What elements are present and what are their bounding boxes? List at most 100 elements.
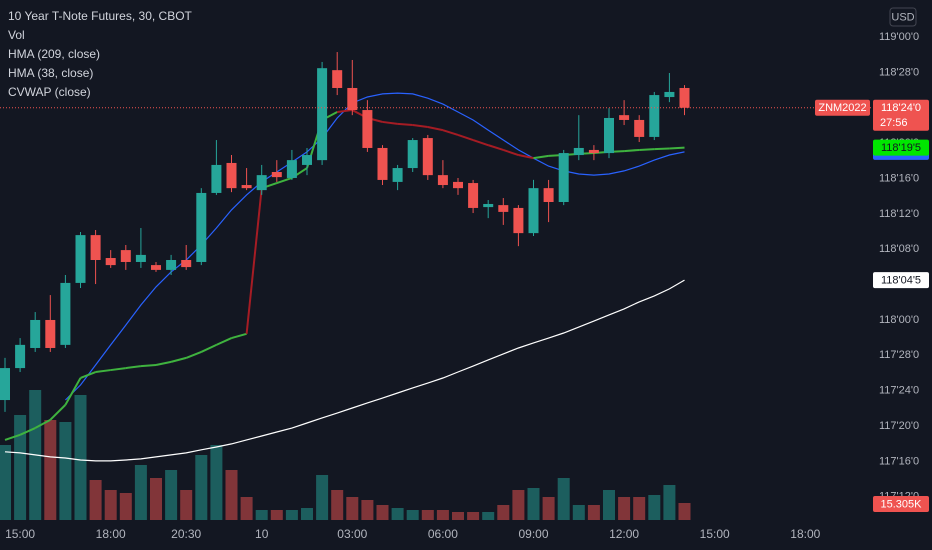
volume-bar bbox=[512, 490, 525, 520]
indicator-segment bbox=[669, 146, 685, 150]
volume-bar bbox=[14, 415, 27, 520]
y-tick-label: 117'24'0 bbox=[879, 385, 919, 397]
volume-bar bbox=[255, 510, 268, 520]
indicator-badge bbox=[873, 139, 929, 156]
volume-bar bbox=[225, 470, 238, 520]
y-tick-label: 118'08'0 bbox=[879, 243, 919, 255]
currency: USD bbox=[891, 11, 914, 23]
volume-bar bbox=[482, 512, 495, 520]
indicator-segment bbox=[34, 418, 51, 429]
indicator-segment bbox=[654, 147, 670, 151]
indicator-segment bbox=[533, 154, 549, 160]
candle-body bbox=[679, 87, 690, 108]
candle-body bbox=[30, 319, 41, 348]
volume-bar bbox=[633, 497, 646, 520]
indicator-segment bbox=[200, 343, 217, 353]
volume-bar bbox=[331, 490, 344, 520]
countdown: 27:56 bbox=[880, 117, 908, 129]
candle-body bbox=[241, 185, 252, 189]
close-badge bbox=[873, 99, 929, 131]
volume-bar bbox=[361, 500, 374, 520]
currency-box[interactable] bbox=[889, 7, 917, 27]
indicator-segment bbox=[412, 124, 428, 129]
candle-body bbox=[407, 140, 418, 169]
indicator-segment bbox=[49, 404, 67, 421]
y-tick-label: 118'00'0 bbox=[879, 314, 919, 326]
x-tick-label: 18:00 bbox=[96, 527, 126, 541]
candle-body bbox=[619, 115, 630, 120]
volume-bar bbox=[180, 490, 193, 520]
volume-bar bbox=[134, 465, 147, 520]
indicator-segment bbox=[487, 144, 504, 151]
legend: 10 Year T-Note Futures, 30, CBOT Vol HMA… bbox=[8, 9, 193, 99]
volume-bar bbox=[44, 420, 57, 520]
candle-body bbox=[332, 70, 343, 88]
legend-entry: HMA (38, close) bbox=[8, 66, 93, 80]
x-tick-label: 10 bbox=[255, 527, 269, 541]
volume-bar bbox=[618, 497, 631, 520]
volume-bar bbox=[587, 505, 600, 520]
indicator-segment bbox=[276, 177, 293, 184]
candle-body bbox=[166, 260, 177, 270]
volume-bar bbox=[406, 510, 419, 520]
volume-bar bbox=[391, 508, 404, 520]
x-tick-label: 15:00 bbox=[700, 527, 730, 541]
volume-bar bbox=[527, 488, 540, 520]
candle-body bbox=[211, 164, 222, 193]
indicator-segment bbox=[19, 427, 36, 436]
candle-body bbox=[181, 260, 192, 268]
candle-body bbox=[15, 344, 26, 369]
candle-body bbox=[135, 254, 146, 262]
indicator-segment bbox=[215, 337, 232, 346]
indicator-segment bbox=[639, 148, 655, 151]
candle-body bbox=[392, 168, 403, 182]
volume-bar bbox=[301, 508, 313, 520]
volume-bar bbox=[452, 512, 464, 520]
legend-entry: CVWAP (close) bbox=[8, 85, 91, 99]
indicator-segment bbox=[442, 129, 459, 136]
volume-bar bbox=[240, 497, 253, 520]
candle-body bbox=[588, 149, 599, 154]
legend-entry: Vol bbox=[8, 28, 25, 42]
volume-bar bbox=[270, 510, 283, 520]
candle-body bbox=[317, 68, 328, 161]
candle-body bbox=[422, 138, 433, 176]
price-badges: 15.305K118'04'5118'19'0118'19'5118'24'02… bbox=[0, 99, 929, 512]
volume-bar bbox=[210, 445, 223, 520]
candle-body bbox=[226, 162, 237, 189]
indicator-segment bbox=[382, 120, 398, 125]
candle-body bbox=[498, 205, 509, 212]
indicator-segment bbox=[397, 122, 413, 127]
indicator-segment bbox=[624, 148, 640, 153]
indicator-line bbox=[64, 92, 685, 401]
candle-body bbox=[0, 368, 10, 401]
candle-body bbox=[453, 181, 463, 189]
indicator-segment bbox=[337, 109, 353, 114]
volume-badge bbox=[873, 495, 929, 512]
close-badge-text: 118'24'0 bbox=[881, 102, 921, 114]
indicator-segment bbox=[64, 377, 82, 406]
y-tick-label: 119'00'0 bbox=[879, 31, 919, 43]
candle-body bbox=[558, 153, 569, 203]
indicator-segment bbox=[170, 356, 187, 363]
chart-title: 10 Year T-Note Futures, 30, CBOT bbox=[8, 9, 193, 23]
symbol-badge-text: ZNM2022 bbox=[818, 102, 866, 114]
y-tick-label: 117'28'0 bbox=[879, 349, 919, 361]
volume-bar bbox=[542, 497, 555, 520]
candle-body bbox=[573, 147, 584, 156]
candle-body bbox=[120, 250, 131, 262]
x-tick-label: 06:00 bbox=[428, 527, 458, 541]
indicator-line bbox=[4, 279, 685, 462]
volume-bar bbox=[104, 490, 117, 520]
volume-bar bbox=[648, 495, 661, 520]
candle-body bbox=[528, 188, 539, 234]
indicator-segment bbox=[95, 369, 111, 374]
candle-body bbox=[649, 95, 660, 137]
indicator-segment bbox=[110, 367, 126, 372]
volume-bar bbox=[467, 512, 480, 520]
volume-bar bbox=[603, 490, 615, 520]
indicator-badge bbox=[873, 272, 929, 289]
volume-bar bbox=[436, 510, 449, 520]
volume-bar bbox=[119, 493, 132, 520]
x-tick-label: 03:00 bbox=[337, 527, 367, 541]
